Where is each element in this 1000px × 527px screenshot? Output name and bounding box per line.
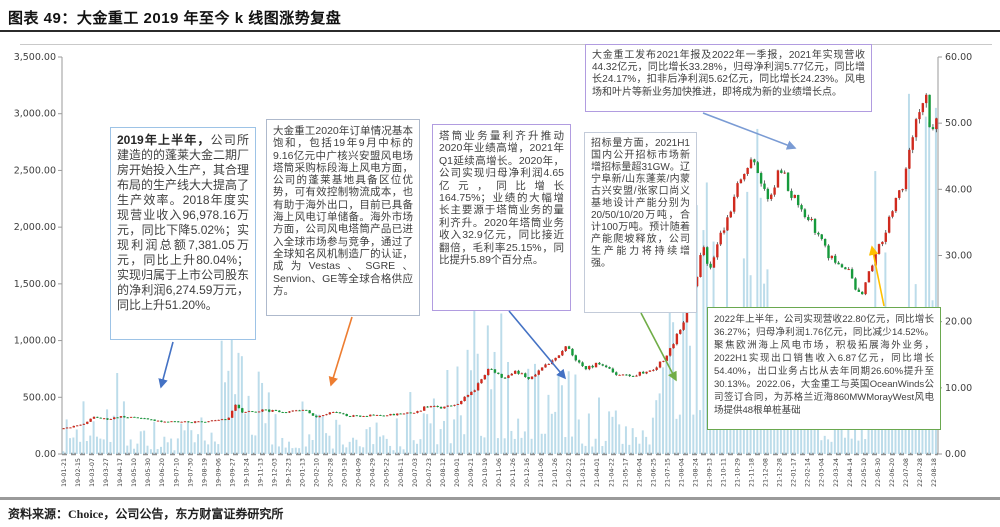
svg-text:22-03-04: 22-03-04 (818, 458, 826, 487)
svg-text:22-06-20: 22-06-20 (888, 458, 896, 487)
svg-text:21-04-01: 21-04-01 (593, 458, 601, 487)
annotation-2020-orders: 大金重工2020年订单情况基本饱和，包括19年9月中标的9.16亿元中广核兴安盟… (266, 119, 420, 316)
svg-text:21-12-28: 21-12-28 (776, 458, 784, 487)
svg-text:2,500.00: 2,500.00 (14, 165, 56, 176)
svg-text:21-04-22: 21-04-22 (607, 458, 615, 487)
svg-text:21-10-29: 21-10-29 (734, 458, 742, 487)
svg-text:21-03-12: 21-03-12 (579, 458, 587, 487)
svg-text:21-02-22: 21-02-22 (565, 458, 573, 487)
svg-text:1,000.00: 1,000.00 (14, 336, 56, 347)
annotation-text: 招标量方面，2021H1国内公开招标市场新增招标量超31GW。辽宁阜新/山东蓬莱… (591, 138, 690, 269)
svg-text:21-12-08: 21-12-08 (762, 458, 770, 487)
title-underline (0, 30, 1000, 32)
svg-text:21-01-06: 21-01-06 (537, 458, 545, 487)
svg-text:40.00: 40.00 (945, 184, 972, 195)
svg-text:30.00: 30.00 (945, 251, 972, 262)
svg-text:21-01-26: 21-01-26 (551, 458, 559, 487)
annotation-text: 2022年上半年，公司实现营收22.80亿元，同比增长36.27%；归母净利润1… (714, 314, 934, 416)
annotation-text: 大金重工2020年订单情况基本饱和，包括19年9月中标的9.16亿元中广核兴安盟… (273, 125, 413, 297)
svg-text:22-07-08: 22-07-08 (902, 458, 910, 487)
svg-text:3,500.00: 3,500.00 (14, 52, 56, 63)
svg-text:22-02-14: 22-02-14 (804, 458, 812, 487)
svg-text:19-03-07: 19-03-07 (88, 458, 96, 487)
svg-text:22-05-30: 22-05-30 (874, 458, 882, 487)
svg-text:2,000.00: 2,000.00 (14, 222, 56, 233)
svg-text:19-05-30: 19-05-30 (144, 458, 152, 487)
svg-text:19-07-30: 19-07-30 (186, 458, 194, 487)
svg-text:22-01-17: 22-01-17 (790, 458, 798, 487)
annotation-2022H1: 2022年上半年，公司实现营收22.80亿元，同比增长36.27%；归母净利润1… (707, 307, 941, 430)
annotation-text: 塔筒业务量利齐升推动2020年业绩高增，2021年Q1延续高增长。2020年，公… (439, 130, 564, 267)
svg-text:21-09-13: 21-09-13 (705, 458, 713, 487)
svg-text:22-04-14: 22-04-14 (846, 458, 854, 487)
svg-text:20-09-21: 20-09-21 (467, 458, 475, 487)
svg-text:21-06-25: 21-06-25 (649, 458, 657, 487)
svg-text:19-12-03: 19-12-03 (270, 458, 278, 487)
svg-text:19-03-27: 19-03-27 (102, 458, 110, 487)
svg-text:20-07-23: 20-07-23 (425, 458, 433, 487)
svg-text:21-06-04: 21-06-04 (635, 458, 643, 487)
svg-text:19-05-10: 19-05-10 (130, 458, 138, 487)
svg-text:21-10-11: 21-10-11 (720, 458, 728, 487)
svg-text:20.00: 20.00 (945, 317, 972, 328)
svg-text:22-08-18: 22-08-18 (930, 458, 938, 487)
svg-text:20-09-01: 20-09-01 (453, 458, 461, 487)
source-separator (0, 497, 1000, 500)
svg-text:22-05-10: 22-05-10 (860, 458, 868, 487)
svg-text:20-12-16: 20-12-16 (523, 458, 531, 487)
svg-text:21-11-18: 21-11-18 (748, 458, 756, 487)
svg-text:19-09-06: 19-09-06 (214, 458, 222, 487)
svg-text:3,000.00: 3,000.00 (14, 109, 56, 120)
annotation-bidding-volume: 招标量方面，2021H1国内公开招标市场新增招标量超31GW。辽宁阜新/山东蓬莱… (584, 132, 697, 313)
svg-text:21-07-15: 21-07-15 (663, 458, 671, 487)
svg-text:20-10-19: 20-10-19 (481, 458, 489, 487)
svg-text:19-11-13: 19-11-13 (256, 458, 264, 487)
svg-text:20-03-19: 20-03-19 (341, 458, 349, 487)
svg-text:50.00: 50.00 (945, 118, 972, 129)
svg-text:19-01-21: 19-01-21 (60, 458, 68, 487)
svg-text:1,500.00: 1,500.00 (14, 279, 56, 290)
svg-text:19-06-20: 19-06-20 (158, 458, 166, 487)
annotation-2019H1: 2019年上半年，公司所建造的的蓬莱大金二期厂房开始投入生产，其合理布局的生产线… (110, 127, 256, 340)
annotation-2021-report: 大金重工发布2021年报及2022年一季报，2021年实现营收44.32亿元，同… (585, 44, 872, 112)
svg-text:22-03-24: 22-03-24 (832, 458, 840, 487)
svg-text:21-08-04: 21-08-04 (677, 458, 685, 487)
svg-text:19-08-19: 19-08-19 (200, 458, 208, 487)
source-note: 资料来源：Choice，公司公告，东方财富证券研究所 (8, 507, 284, 521)
svg-text:20-04-09: 20-04-09 (355, 458, 363, 487)
svg-text:0.00: 0.00 (945, 449, 966, 460)
svg-text:0.00: 0.00 (35, 449, 56, 460)
annotation-lead: 2019年上半年， (117, 133, 211, 147)
svg-text:20-06-11: 20-06-11 (397, 458, 405, 487)
annotation-text: 大金重工发布2021年报及2022年一季报，2021年实现营收44.32亿元，同… (592, 50, 865, 98)
svg-text:21-05-17: 21-05-17 (621, 458, 629, 487)
svg-text:500.00: 500.00 (23, 392, 56, 403)
svg-text:20-01-13: 20-01-13 (299, 458, 307, 487)
svg-text:20-05-22: 20-05-22 (383, 458, 391, 487)
svg-text:21-08-24: 21-08-24 (691, 458, 699, 487)
svg-text:19-12-23: 19-12-23 (285, 458, 293, 487)
svg-text:19-04-17: 19-04-17 (116, 458, 124, 487)
svg-text:19-09-27: 19-09-27 (228, 458, 236, 487)
svg-text:22-07-28: 22-07-28 (916, 458, 924, 487)
svg-text:20-02-28: 20-02-28 (327, 458, 335, 487)
svg-text:19-10-24: 19-10-24 (242, 458, 250, 487)
svg-text:20-07-03: 20-07-03 (411, 458, 419, 487)
svg-text:19-07-10: 19-07-10 (172, 458, 180, 487)
figure-title: 图表 49：大金重工 2019 年至今 k 线图涨势复盘 (8, 10, 342, 27)
svg-text:10.00: 10.00 (945, 383, 972, 394)
svg-text:20-11-26: 20-11-26 (509, 458, 517, 487)
svg-text:60.00: 60.00 (945, 52, 972, 63)
chart-frame-top (20, 44, 992, 45)
annotation-text: 公司所建造的的蓬莱大金二期厂房开始投入生产，其合理布局的生产线大大提高了生产效率… (117, 133, 250, 312)
svg-text:20-08-12: 20-08-12 (439, 458, 447, 487)
svg-text:20-02-10: 20-02-10 (313, 458, 321, 487)
svg-text:19-02-15: 19-02-15 (74, 458, 82, 487)
svg-text:20-04-29: 20-04-29 (369, 458, 377, 487)
svg-text:20-11-06: 20-11-06 (495, 458, 503, 487)
annotation-tower-business: 塔筒业务量利齐升推动2020年业绩高增，2021年Q1延续高增长。2020年，公… (432, 124, 571, 311)
